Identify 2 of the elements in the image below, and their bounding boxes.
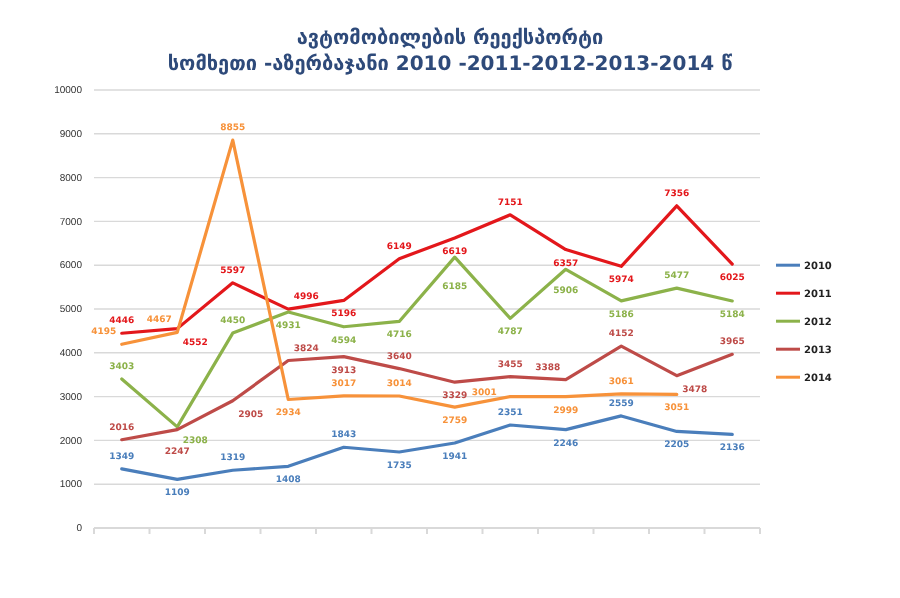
chart-title: ავტომობილების რეექსპორტი bbox=[296, 26, 605, 50]
chart-subtitle: სომხეთი -აზერბაჯანი 2010 -2011-2012-2013-2014 წ bbox=[167, 52, 734, 76]
